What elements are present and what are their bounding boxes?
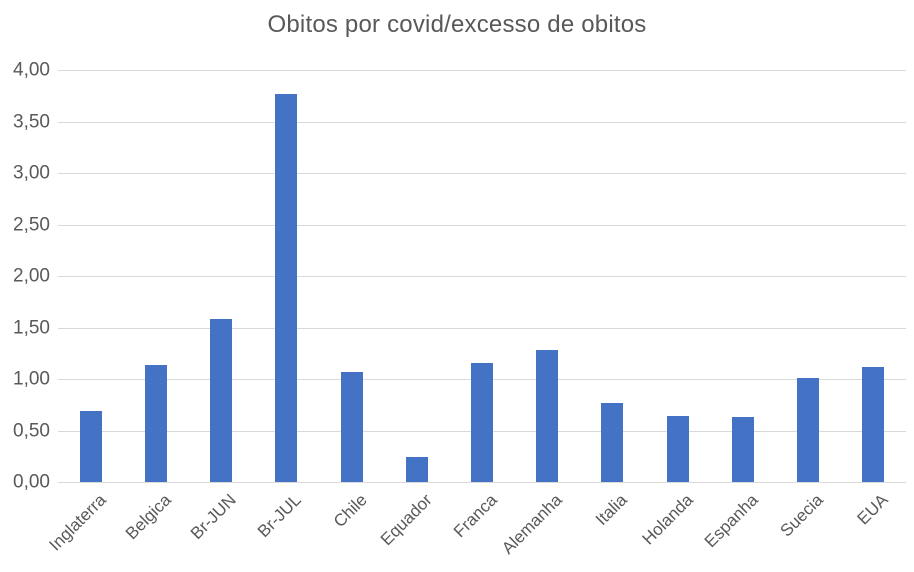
gridline <box>58 173 906 174</box>
bar-chile <box>340 371 363 482</box>
gridline <box>58 327 906 329</box>
gridline <box>58 482 906 483</box>
bar-eua <box>862 366 885 482</box>
bar-br-jul <box>275 93 298 482</box>
bar-alemanha <box>536 350 559 482</box>
y-axis-tick-label: 1,00 <box>13 368 50 390</box>
y-axis-tick-label: 1,50 <box>13 317 50 338</box>
plot-area <box>58 70 906 483</box>
y-axis-tick-label: 3,50 <box>13 111 50 132</box>
bar-franca <box>471 362 493 482</box>
y-axis-tick-label: 4,00 <box>13 59 50 81</box>
bar-equador <box>405 457 428 482</box>
chart-title: Obitos por covid/excesso de obitos <box>267 11 647 38</box>
bar-suecia <box>797 377 820 482</box>
bar-inglaterra <box>79 410 102 482</box>
y-axis-tick-label: 0,50 <box>13 420 50 441</box>
bar-holanda <box>666 416 689 482</box>
gridline <box>58 276 906 277</box>
bar-italia <box>601 402 624 482</box>
bar-espanha <box>731 417 754 482</box>
gridline <box>58 70 906 71</box>
y-axis-tick-label: 3,00 <box>13 162 50 184</box>
gridline <box>58 224 906 226</box>
y-axis-tick-label: 2,50 <box>13 214 50 235</box>
gridline <box>58 121 906 123</box>
bar-br-jun <box>210 319 233 482</box>
y-axis-tick-label: 2,00 <box>13 265 50 287</box>
bar-belgica <box>144 364 167 482</box>
y-axis-tick-label: 0,00 <box>13 471 50 493</box>
